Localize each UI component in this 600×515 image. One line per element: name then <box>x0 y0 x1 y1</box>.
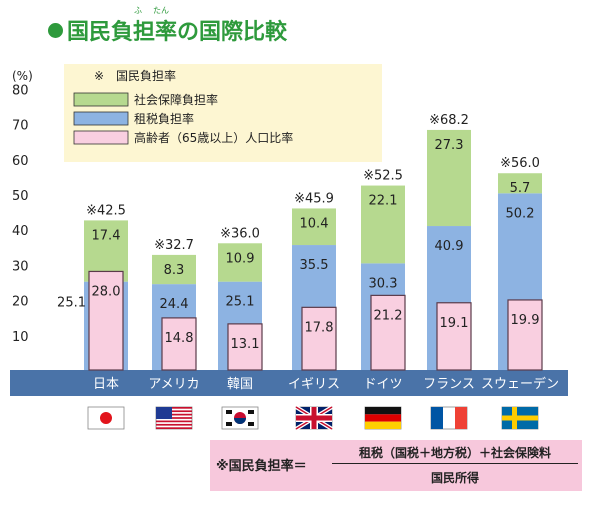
formula-lhs: ※国民負担率＝ <box>216 459 307 474</box>
formula-box: ※国民負担率＝ 租税（国税＋地方税）＋社会保険料 国民所得 <box>210 440 582 491</box>
legend-label: 社会保障負担率 <box>134 92 218 107</box>
tax-burden-value-label: 25.1 <box>226 295 255 310</box>
y-tick-label: 80 <box>12 83 29 98</box>
social-security-value-label: 22.1 <box>369 194 398 209</box>
aged-ratio-bar <box>507 299 543 371</box>
aged-ratio-value-label: 21.2 <box>374 308 403 323</box>
korea-flag-trigram <box>248 422 254 426</box>
y-tick-label: 70 <box>12 119 29 134</box>
aged-ratio-value-label: 28.0 <box>92 284 121 299</box>
tax-burden-value-label: 40.9 <box>435 239 464 254</box>
social-security-bar <box>427 129 471 227</box>
category-label: イギリス <box>288 377 340 392</box>
sweden-flag-cross-h <box>502 415 538 421</box>
tax-burden-value-label: 30.3 <box>369 276 398 291</box>
tax-burden-value-label: 50.2 <box>506 206 535 221</box>
social-security-bar <box>292 208 336 246</box>
aged-ratio-bar <box>161 317 197 371</box>
germany-flag-black <box>365 407 401 415</box>
y-tick-label: 30 <box>12 259 29 274</box>
aged-ratio-value-label: 19.9 <box>511 313 540 328</box>
y-tick-label: 60 <box>12 154 29 169</box>
aged-ratio-bar <box>370 294 406 371</box>
aged-ratio-value-label: 13.1 <box>231 337 260 352</box>
category-label: ドイツ <box>363 377 402 392</box>
tax-burden-value-label: 35.5 <box>300 258 329 273</box>
social-security-bar <box>498 173 542 194</box>
total-burden-label: ※52.5 <box>363 169 403 184</box>
total-burden-label: ※45.9 <box>294 191 334 206</box>
formula-denominator: 国民所得 <box>430 471 479 485</box>
germany-flag-red <box>365 414 401 422</box>
social-security-bar <box>218 243 262 282</box>
aged-ratio-bar <box>301 306 337 371</box>
y-axis-unit: (%) <box>12 69 33 83</box>
total-burden-label: ※36.0 <box>220 226 260 241</box>
france-flag-blue <box>431 407 443 429</box>
total-burden-label: ※32.7 <box>154 238 194 253</box>
bullet-dot-icon <box>48 23 63 38</box>
legend-label: 高齢者（65歳以上）人口比率 <box>134 130 293 145</box>
formula-numerator: 租税（国税＋地方税）＋社会保険料 <box>358 446 551 460</box>
social-security-value-label: 8.3 <box>164 263 185 278</box>
korea-flag-trigram <box>248 410 254 414</box>
tax-burden-value-label: 25.1 <box>57 296 86 311</box>
uk-flag-cross-red-h <box>296 415 332 421</box>
germany-flag-gold <box>365 421 401 429</box>
usa-flag-stripe <box>156 423 192 426</box>
y-tick-label: 20 <box>12 295 29 310</box>
formula-fraction-line <box>332 463 578 464</box>
korea-flag-taeguk-blue <box>234 418 246 424</box>
y-tick-label: 10 <box>12 330 29 345</box>
title-ruby-fu: ふ <box>134 6 142 15</box>
france-flag-red <box>455 407 467 429</box>
chart-area: (%) 10 20 30 40 50 60 70 80 ※ 国民負担率社会保障負担率租税負担率高齢… <box>10 64 568 431</box>
category-label: 日本 <box>93 377 119 392</box>
total-burden-label: ※42.5 <box>86 203 126 218</box>
social-security-bar <box>361 185 405 264</box>
legend-swatch <box>73 130 129 145</box>
korea-flag-trigram <box>226 422 232 426</box>
aged-ratio-bar <box>436 302 472 371</box>
usa-flag-stripe <box>156 413 192 416</box>
category-label: 韓国 <box>227 377 253 392</box>
korea-flag-trigram <box>226 410 232 414</box>
usa-flag-canton <box>156 407 172 419</box>
legend-swatch <box>73 111 129 126</box>
x-axis-band <box>10 370 568 396</box>
chart-title-text: 国民負担率の国際比較 <box>67 20 288 45</box>
legend-label: 租税負担率 <box>134 111 194 126</box>
category-label: フランス <box>423 377 475 392</box>
usa-flag-stripe <box>156 410 192 413</box>
usa-flag-stripe <box>156 417 192 419</box>
social-security-value-label: 10.9 <box>226 251 255 266</box>
tax-burden-value-label: 24.4 <box>160 297 189 312</box>
social-security-value-label: 27.3 <box>435 138 464 153</box>
y-tick-label: 50 <box>12 189 29 204</box>
category-label: スウェーデン <box>481 376 559 392</box>
aged-ratio-value-label: 17.8 <box>305 320 334 335</box>
social-security-bar <box>152 254 196 285</box>
y-tick-label: 40 <box>12 224 29 239</box>
social-security-value-label: 17.4 <box>92 228 121 243</box>
aged-ratio-value-label: 19.1 <box>440 316 469 331</box>
social-security-value-label: 5.7 <box>510 181 531 196</box>
category-label: アメリカ <box>148 377 199 392</box>
usa-flag-stripe <box>156 420 192 423</box>
usa-flag-stripe <box>156 407 192 409</box>
legend-swatch <box>73 92 129 107</box>
aged-ratio-value-label: 14.8 <box>165 331 194 346</box>
total-burden-label: ※56.0 <box>500 156 540 171</box>
social-security-value-label: 10.4 <box>300 216 329 231</box>
aged-ratio-bar <box>227 323 263 371</box>
japan-flag-disc <box>100 412 112 424</box>
aged-ratio-bar <box>88 270 124 371</box>
chart-title: 国民負担率の国際比較 <box>48 14 287 46</box>
usa-flag-stripe <box>156 427 192 429</box>
title-ruby-tan: たん <box>153 6 169 15</box>
legend-title: ※ 国民負担率 <box>94 68 176 83</box>
total-burden-label: ※68.2 <box>429 113 469 128</box>
